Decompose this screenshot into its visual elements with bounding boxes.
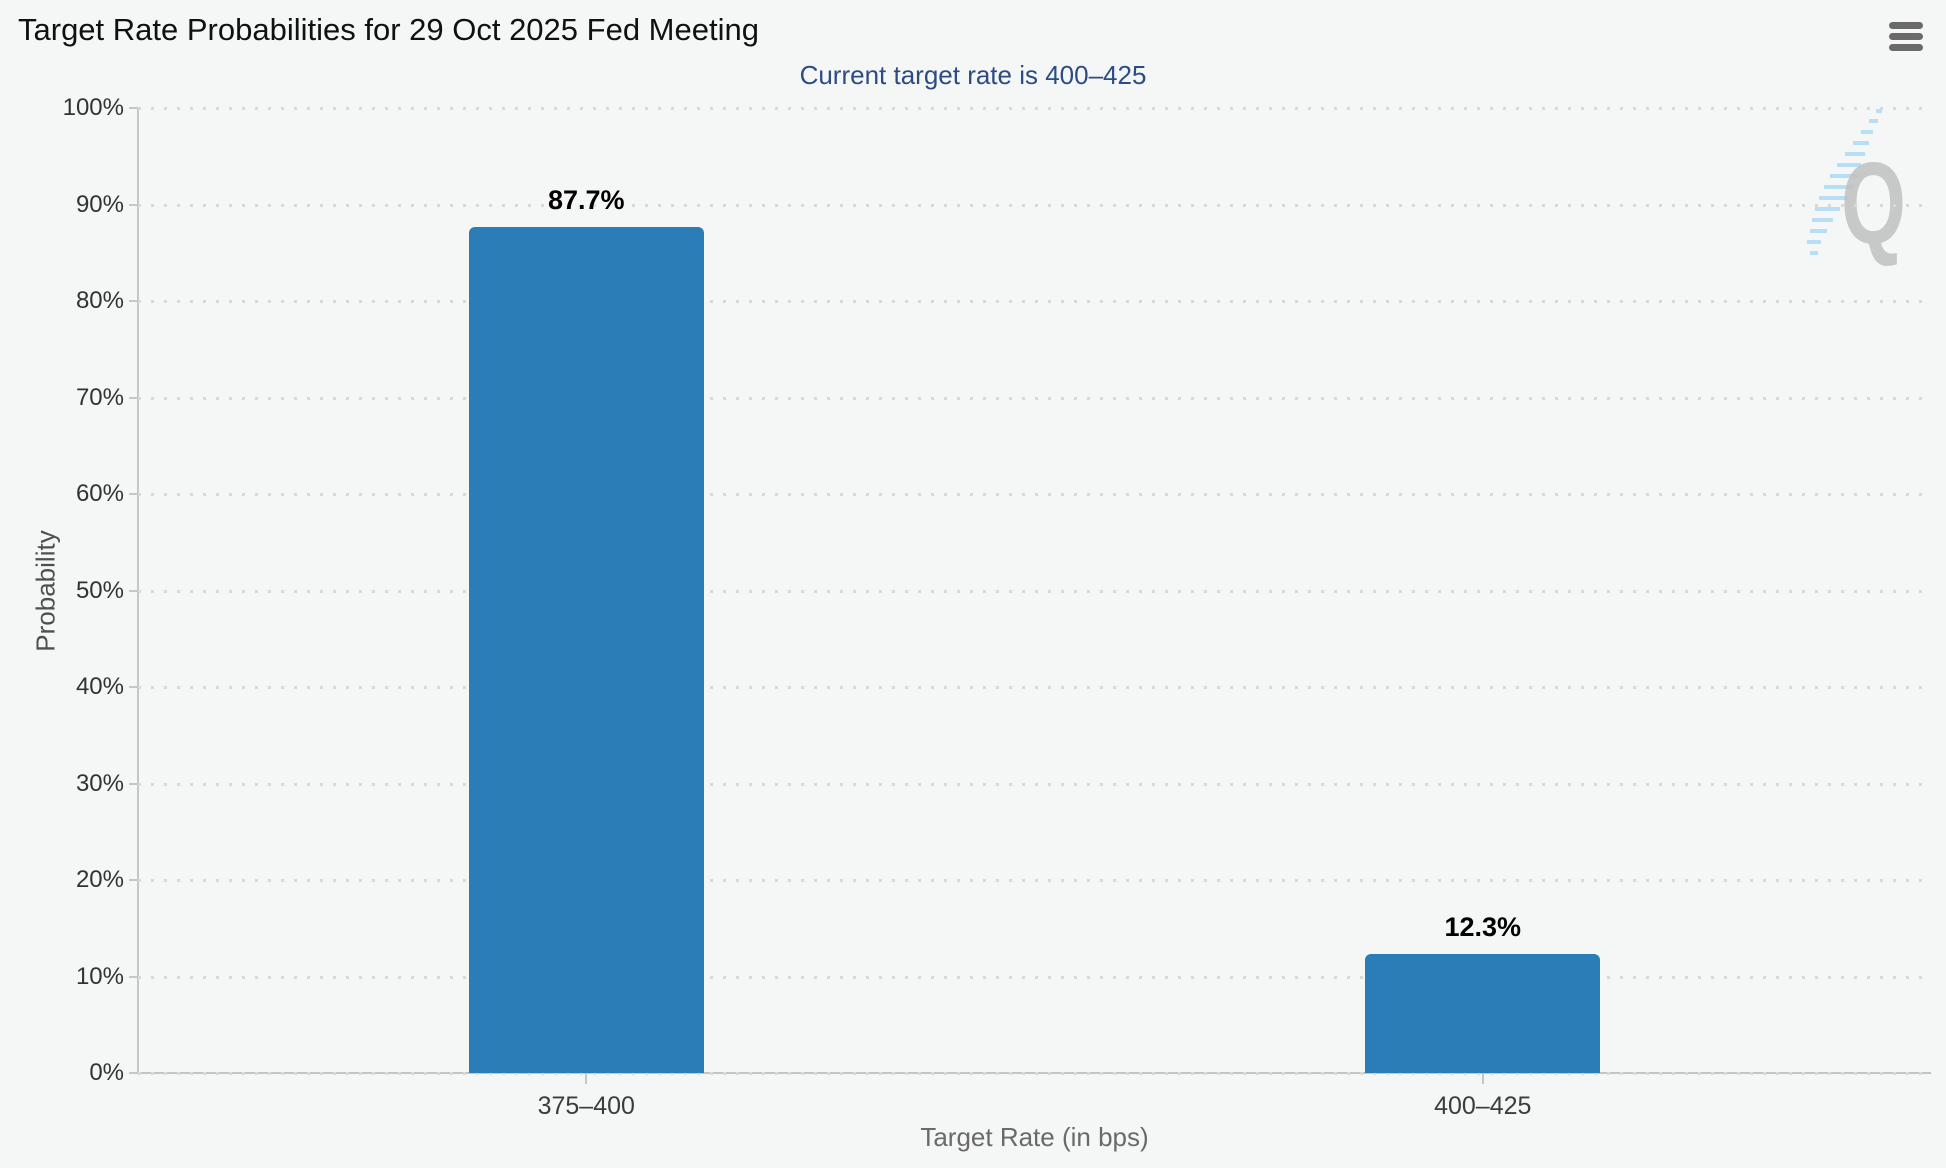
gridline (138, 879, 1931, 882)
hamburger-menu-icon (1889, 32, 1923, 40)
gridline (138, 975, 1931, 979)
chart-title: Target Rate Probabilities for 29 Oct 202… (18, 12, 759, 47)
x-axis-tick (1481, 1074, 1484, 1084)
bar-value-label: 12.3% (1444, 912, 1522, 943)
gridline (138, 493, 1931, 496)
y-axis-tick (129, 589, 138, 592)
y-axis-tick-label: 70% (75, 383, 124, 411)
bar-375-400[interactable] (468, 226, 704, 1073)
y-axis-tick-label: 90% (75, 190, 124, 218)
y-axis-tick (129, 686, 138, 688)
bar-400-425[interactable] (1365, 954, 1601, 1073)
gridline (138, 686, 1931, 689)
y-axis-tick (129, 396, 138, 399)
y-axis-tick (129, 107, 138, 109)
gridline (138, 300, 1931, 303)
y-axis-tick-label: 30% (75, 769, 124, 797)
gridline (138, 396, 1931, 400)
gridline (138, 589, 1931, 593)
y-axis-tick-label: 100% (62, 94, 124, 121)
y-axis-tick-label: 60% (75, 480, 124, 507)
y-axis-tick (129, 975, 138, 978)
y-axis-tick-label: 80% (75, 287, 124, 314)
y-axis-tick (129, 493, 138, 495)
y-axis-tick (129, 300, 138, 302)
y-axis-tick (129, 203, 138, 206)
gridline (138, 1072, 1931, 1075)
y-axis-tick-label: 50% (75, 576, 124, 604)
gridline (138, 107, 1931, 110)
gridline (138, 203, 1931, 207)
bar-value-label: 87.7% (547, 184, 625, 215)
y-axis-tick-label: 20% (75, 866, 124, 893)
context-menu-button[interactable] (1889, 20, 1923, 52)
y-axis-tick-label: 40% (75, 673, 124, 700)
gridline (138, 782, 1931, 786)
y-axis-tick (129, 879, 138, 881)
hamburger-menu-icon (1889, 21, 1923, 29)
x-axis-title: Target Rate (in bps) (920, 1122, 1149, 1152)
x-axis-category-label: 400–425 (1434, 1092, 1532, 1120)
y-axis-tick-label: 0% (89, 1059, 124, 1086)
y-axis-title: Probability (30, 530, 61, 652)
hamburger-menu-icon (1889, 43, 1923, 51)
x-axis-tick (585, 1074, 588, 1084)
y-axis-tick (129, 1072, 138, 1074)
y-axis-tick (129, 782, 138, 785)
plot-area: 0% 10% 20% 30% 40% 50% 60% 70% 80% 90% 100% 87.7% 37… (63, 94, 1931, 1120)
y-axis-tick-label: 10% (75, 962, 124, 990)
x-axis-category-label: 375–400 (537, 1092, 635, 1120)
chart-subtitle: Current target rate is 400–425 (799, 60, 1147, 90)
